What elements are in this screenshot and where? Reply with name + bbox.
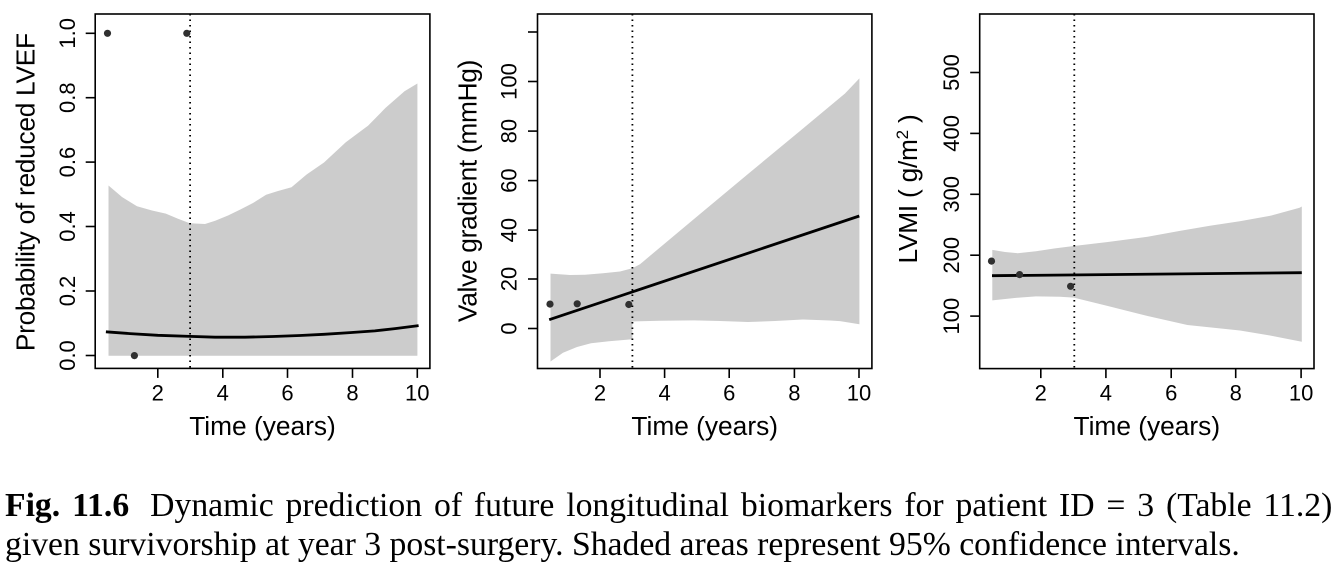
svg-text:Time (years): Time (years) xyxy=(1074,411,1221,441)
svg-text:300: 300 xyxy=(939,176,964,213)
svg-text:0.4: 0.4 xyxy=(55,211,80,242)
svg-text:10: 10 xyxy=(847,380,871,405)
svg-text:Probability of reduced LVEF: Probability of reduced LVEF xyxy=(11,33,41,351)
svg-text:8: 8 xyxy=(346,380,358,405)
svg-text:100: 100 xyxy=(497,63,522,100)
svg-text:10: 10 xyxy=(405,380,429,405)
svg-text:2: 2 xyxy=(152,380,164,405)
svg-text:2: 2 xyxy=(594,380,606,405)
svg-text:6: 6 xyxy=(281,380,293,405)
svg-text:0.0: 0.0 xyxy=(55,340,80,371)
svg-text:400: 400 xyxy=(939,115,964,152)
svg-text:10: 10 xyxy=(1289,380,1313,405)
svg-text:4: 4 xyxy=(658,380,670,405)
svg-text:0.6: 0.6 xyxy=(55,147,80,178)
svg-text:80: 80 xyxy=(497,119,522,143)
svg-text:LVMI ( g/m2 ): LVMI ( g/m2 ) xyxy=(893,115,923,264)
svg-text:Valve gradient (mmHg): Valve gradient (mmHg) xyxy=(452,60,482,322)
svg-text:6: 6 xyxy=(1165,380,1177,405)
svg-text:0.2: 0.2 xyxy=(55,276,80,307)
svg-text:60: 60 xyxy=(497,168,522,192)
svg-text:0.8: 0.8 xyxy=(55,82,80,113)
svg-text:6: 6 xyxy=(723,380,735,405)
svg-text:100: 100 xyxy=(939,298,964,335)
svg-text:4: 4 xyxy=(1100,380,1112,405)
svg-text:1.0: 1.0 xyxy=(55,18,80,49)
svg-text:Time (years): Time (years) xyxy=(189,411,336,441)
svg-text:0: 0 xyxy=(497,322,522,334)
svg-text:Time (years): Time (years) xyxy=(631,411,778,441)
svg-text:500: 500 xyxy=(939,54,964,91)
svg-text:200: 200 xyxy=(939,237,964,274)
svg-text:4: 4 xyxy=(217,380,229,405)
svg-text:8: 8 xyxy=(1230,380,1242,405)
svg-text:8: 8 xyxy=(788,380,800,405)
svg-text:20: 20 xyxy=(497,267,522,291)
svg-text:2: 2 xyxy=(1035,380,1047,405)
svg-text:40: 40 xyxy=(497,218,522,242)
